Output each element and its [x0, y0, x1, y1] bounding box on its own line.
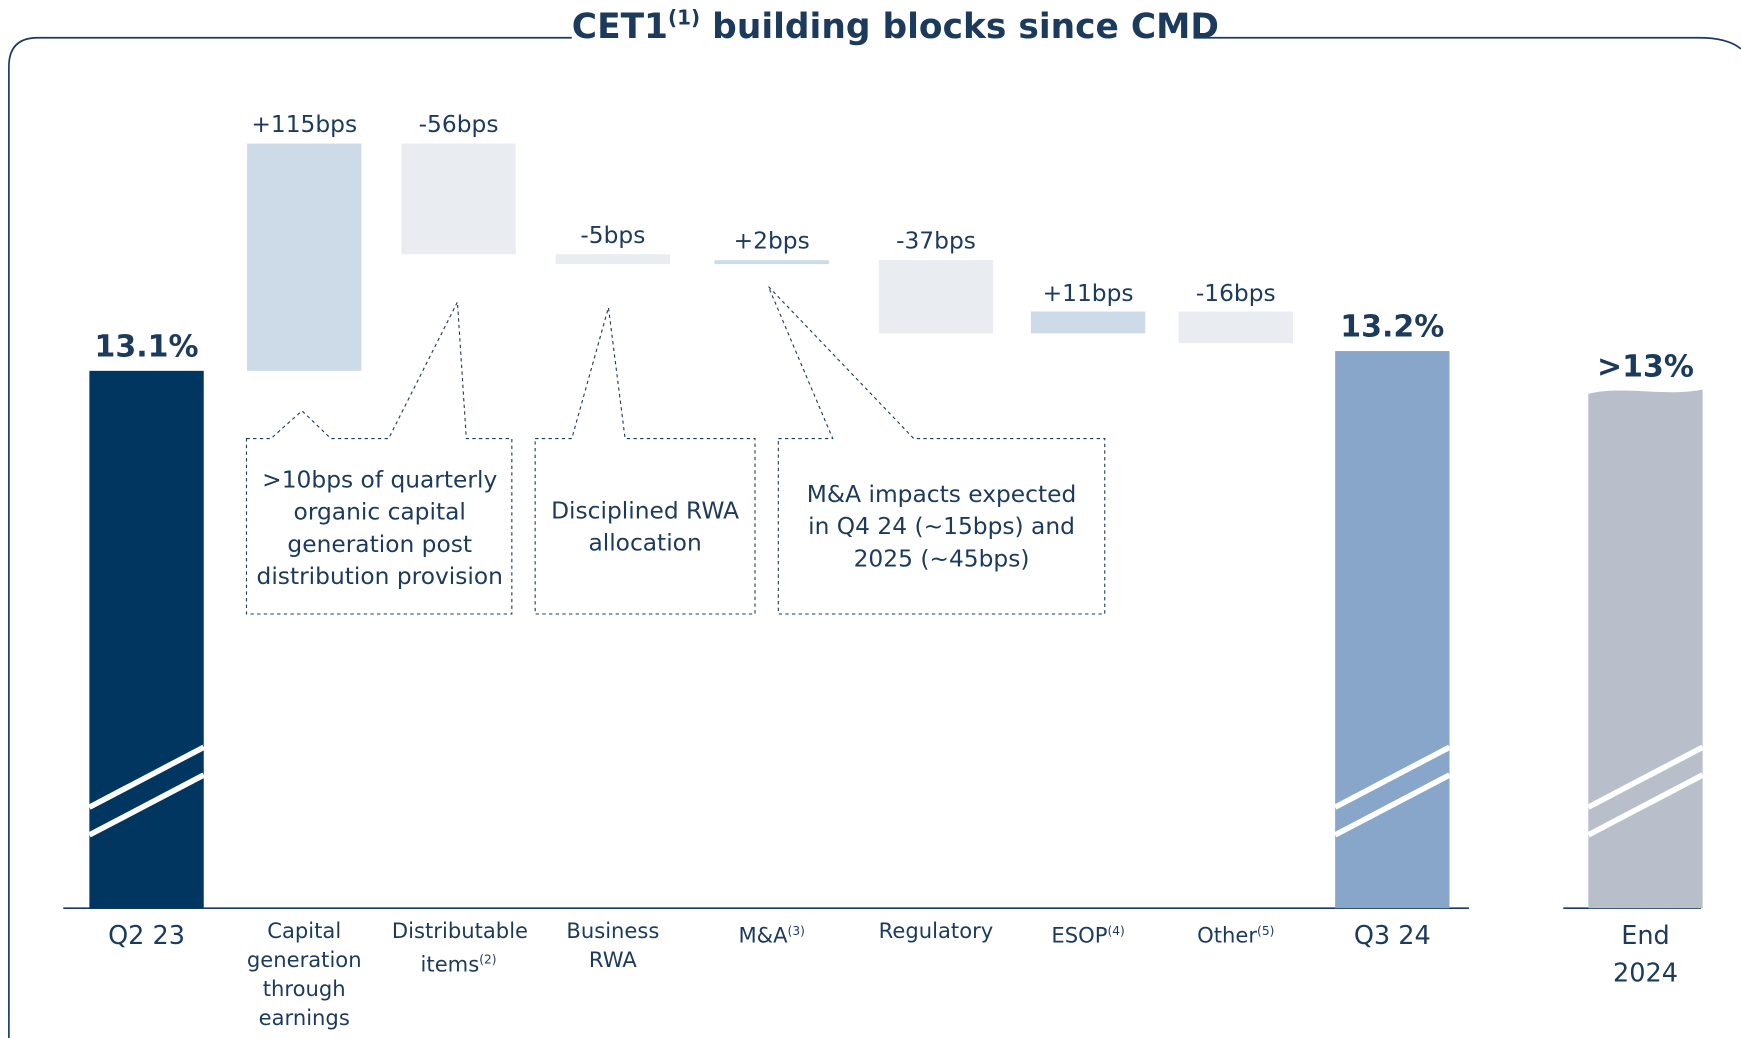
bar	[1178, 311, 1293, 344]
category: Q3 24	[1353, 921, 1431, 951]
break-line	[1586, 744, 1704, 810]
category: Capital generation through earnings	[246, 919, 362, 1031]
callout-box	[767, 286, 1106, 615]
annotation: Disciplined RWA allocation	[551, 496, 740, 556]
bar	[555, 254, 671, 265]
bar	[1030, 311, 1146, 334]
x-tick-label: Business RWA	[546, 917, 679, 975]
data-label: -37bps	[896, 227, 976, 255]
category-note: (4)	[1107, 923, 1125, 939]
category: Business RWA	[566, 919, 660, 973]
bar	[878, 260, 994, 334]
category: Q2 23	[108, 921, 186, 951]
x-tick-label: Capital generation through earnings	[238, 917, 371, 1032]
title-text: building blocks since CMD	[700, 6, 1219, 47]
break-line	[1586, 772, 1704, 838]
bar	[247, 143, 362, 371]
bar	[1335, 351, 1450, 909]
x-tick-label: Q3 24	[1326, 917, 1459, 955]
x-tick-label: End 2024	[1601, 917, 1690, 993]
category-note: (3)	[787, 923, 805, 939]
category: Distributable items	[391, 919, 529, 978]
annotation: >10bps of quarterly organic capital gene…	[256, 466, 503, 590]
data-label: +115bps	[251, 111, 358, 139]
category: ESOP	[1051, 923, 1108, 949]
x-tick-label: Regulatory	[869, 917, 1002, 946]
title-note: (1)	[668, 6, 701, 30]
data-label: -5bps	[580, 222, 646, 249]
category-note: (2)	[479, 952, 497, 968]
x-tick-label: M&A(3)	[705, 917, 838, 950]
bar	[401, 143, 516, 255]
category: Regulatory	[878, 919, 994, 944]
break-line	[88, 744, 206, 810]
break-line	[1333, 744, 1451, 810]
break-line	[1333, 772, 1451, 838]
data-label: +11bps	[1042, 279, 1134, 306]
annotation: M&A impacts expected in Q4 24 (~15bps) a…	[806, 480, 1077, 572]
category-note: (5)	[1257, 923, 1275, 939]
chart-title: CET1(1) building blocks since CMD	[571, 6, 1219, 47]
data-label: >13%	[1597, 349, 1694, 384]
category: End 2024	[1612, 921, 1678, 989]
title-text: CET1	[571, 6, 669, 47]
break-line	[88, 772, 206, 838]
data-label: -16bps	[1195, 279, 1276, 306]
callouts	[245, 286, 1106, 615]
bar	[1588, 389, 1703, 909]
frame	[1193, 36, 1741, 50]
frame	[8, 36, 572, 1038]
category: Other	[1197, 923, 1258, 949]
callout-box	[534, 307, 756, 615]
data-label: 13.2%	[1340, 309, 1445, 345]
data-label: 13.1%	[94, 329, 199, 365]
x-tick-label: Other(5)	[1169, 917, 1302, 950]
x-tick-label: Q2 23	[80, 917, 213, 955]
category: M&A	[738, 923, 788, 949]
bar	[89, 370, 204, 909]
bar	[714, 260, 829, 265]
x-tick-label: Distributable items(2)	[391, 917, 529, 979]
data-label: +2bps	[733, 227, 810, 255]
x-tick-label: ESOP(4)	[1021, 917, 1154, 950]
data-label: -56bps	[418, 111, 499, 139]
